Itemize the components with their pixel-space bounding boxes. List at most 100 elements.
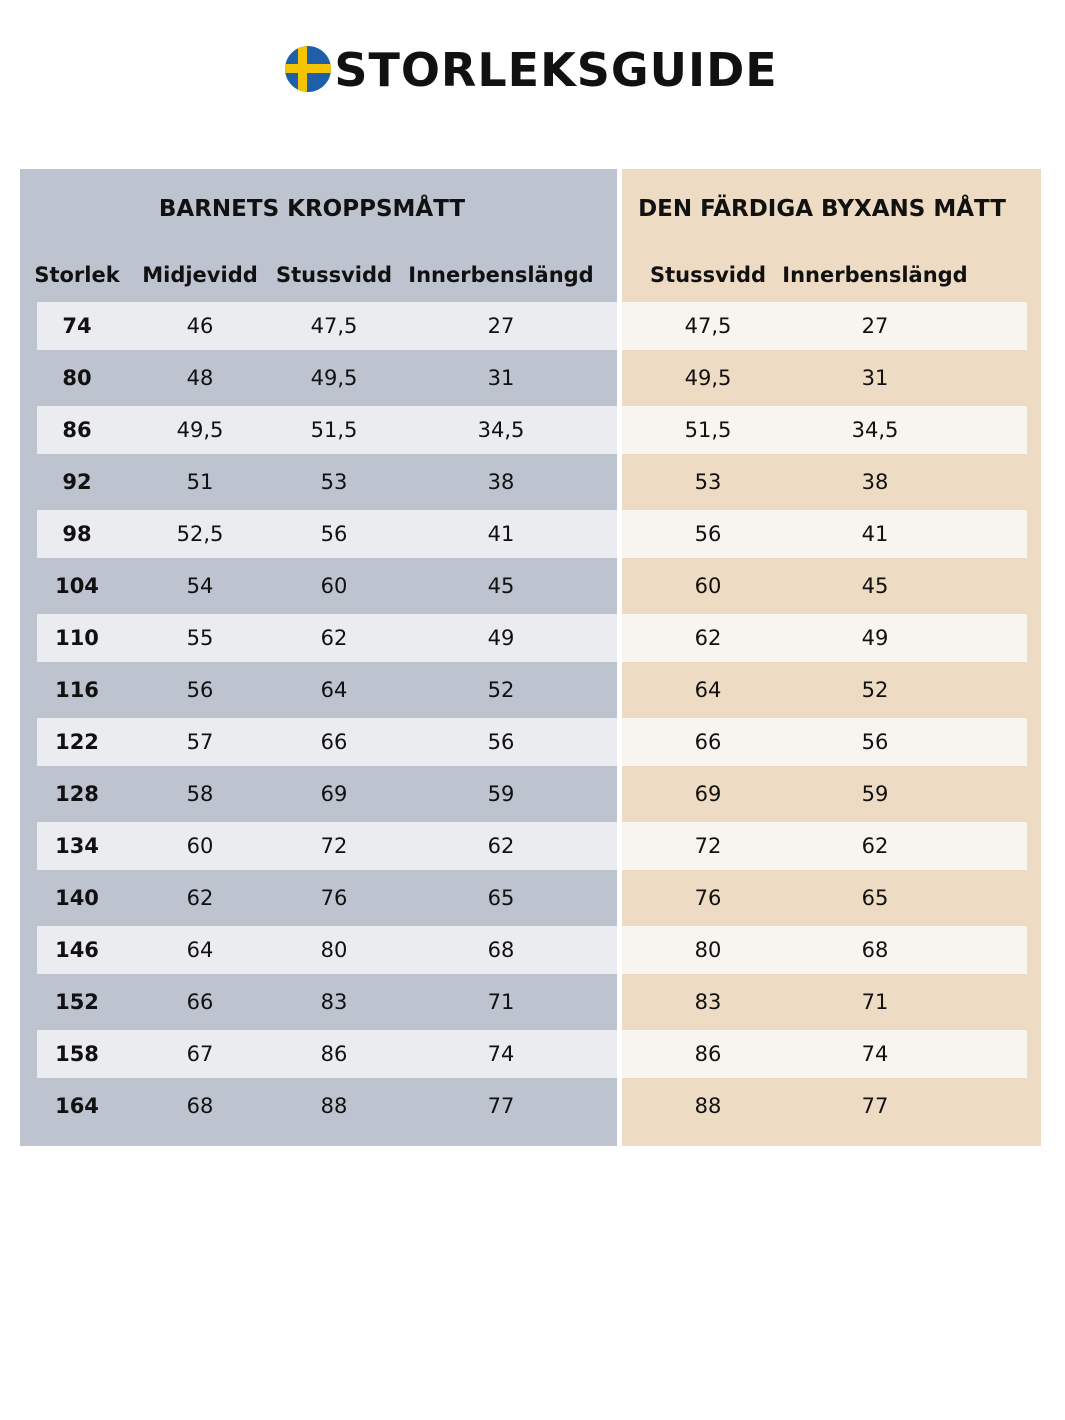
cell: 72 xyxy=(320,834,348,858)
size-cell: 104 xyxy=(55,574,99,598)
cell: 65 xyxy=(861,886,889,910)
column-header: Storlek xyxy=(34,263,120,287)
cell: 46 xyxy=(186,314,214,338)
cell: 76 xyxy=(320,886,348,910)
cell: 71 xyxy=(487,990,515,1014)
row-stripe xyxy=(622,1030,1027,1078)
size-cell: 152 xyxy=(55,990,99,1014)
row-stripe xyxy=(37,510,617,558)
cell: 45 xyxy=(487,574,515,598)
size-cell: 128 xyxy=(55,782,99,806)
cell: 86 xyxy=(320,1042,348,1066)
cell: 41 xyxy=(487,522,515,546)
cell: 74 xyxy=(487,1042,515,1066)
cell: 88 xyxy=(694,1094,722,1118)
cell: 34,5 xyxy=(477,418,525,442)
cell: 60 xyxy=(186,834,214,858)
column-header: Innerbenslängd xyxy=(782,263,968,287)
swedish-flag xyxy=(285,46,331,92)
size-cell: 134 xyxy=(55,834,99,858)
cell: 88 xyxy=(320,1094,348,1118)
cell: 62 xyxy=(186,886,214,910)
cell: 31 xyxy=(487,366,515,390)
row-stripe xyxy=(37,822,617,870)
row-stripe xyxy=(37,406,617,454)
cell: 62 xyxy=(487,834,515,858)
size-cell: 110 xyxy=(55,626,99,650)
row-stripe xyxy=(37,718,617,766)
size-cell: 98 xyxy=(62,522,92,546)
column-header: Stussvidd xyxy=(275,263,393,287)
cell: 59 xyxy=(861,782,889,806)
size-cell: 80 xyxy=(62,366,92,390)
cell: 53 xyxy=(320,470,348,494)
size-cell: 116 xyxy=(55,678,99,702)
cell: 49,5 xyxy=(684,366,732,390)
size-cell: 92 xyxy=(62,470,92,494)
cell: 52,5 xyxy=(176,522,224,546)
row-stripe xyxy=(622,718,1027,766)
cell: 80 xyxy=(694,938,722,962)
cell: 51,5 xyxy=(310,418,358,442)
cell: 52 xyxy=(861,678,889,702)
cell: 45 xyxy=(861,574,889,598)
cell: 71 xyxy=(861,990,889,1014)
cell: 56 xyxy=(487,730,515,754)
size-cell: 122 xyxy=(55,730,99,754)
row-stripe xyxy=(37,1030,617,1078)
cell: 47,5 xyxy=(310,314,358,338)
row-stripe xyxy=(622,822,1027,870)
cell: 34,5 xyxy=(851,418,899,442)
cell: 60 xyxy=(320,574,348,598)
cell: 69 xyxy=(694,782,722,806)
column-header: Stussvidd xyxy=(649,263,767,287)
row-stripe xyxy=(37,302,617,350)
cell: 55 xyxy=(186,626,214,650)
cell: 41 xyxy=(861,522,889,546)
cell: 66 xyxy=(186,990,214,1014)
cell: 60 xyxy=(694,574,722,598)
title: STORLEKSGUIDE xyxy=(334,43,778,97)
cell: 47,5 xyxy=(684,314,732,338)
row-stripe xyxy=(622,406,1027,454)
cell: 38 xyxy=(861,470,889,494)
cell: 83 xyxy=(694,990,722,1014)
cell: 51 xyxy=(186,470,214,494)
cell: 64 xyxy=(694,678,722,702)
cell: 57 xyxy=(186,730,214,754)
cell: 68 xyxy=(861,938,889,962)
cell: 27 xyxy=(861,314,889,338)
column-header: Midjevidd xyxy=(142,263,258,287)
cell: 54 xyxy=(186,574,214,598)
cell: 59 xyxy=(487,782,515,806)
cell: 27 xyxy=(487,314,515,338)
row-stripe xyxy=(622,302,1027,350)
cell: 74 xyxy=(861,1042,889,1066)
size-cell: 86 xyxy=(62,418,92,442)
cell: 38 xyxy=(487,470,515,494)
cell: 58 xyxy=(186,782,214,806)
row-stripe xyxy=(37,614,617,662)
row-stripe xyxy=(37,926,617,974)
cell: 31 xyxy=(861,366,889,390)
cell: 62 xyxy=(320,626,348,650)
cell: 66 xyxy=(694,730,722,754)
cell: 62 xyxy=(694,626,722,650)
row-stripe xyxy=(622,510,1027,558)
column-header: Innerbenslängd xyxy=(408,263,594,287)
cell: 69 xyxy=(320,782,348,806)
size-cell: 140 xyxy=(55,886,99,910)
cell: 49 xyxy=(487,626,515,650)
group-header: BARNETS KROPPSMÅTT xyxy=(158,196,466,222)
cell: 76 xyxy=(694,886,722,910)
cell: 68 xyxy=(186,1094,214,1118)
size-cell: 164 xyxy=(55,1094,99,1118)
cell: 77 xyxy=(861,1094,889,1118)
cell: 56 xyxy=(320,522,348,546)
row-stripe xyxy=(622,926,1027,974)
cell: 52 xyxy=(487,678,515,702)
cell: 67 xyxy=(186,1042,214,1066)
group-header: DEN FÄRDIGA BYXANS MÅTT xyxy=(638,196,1006,222)
cell: 66 xyxy=(320,730,348,754)
